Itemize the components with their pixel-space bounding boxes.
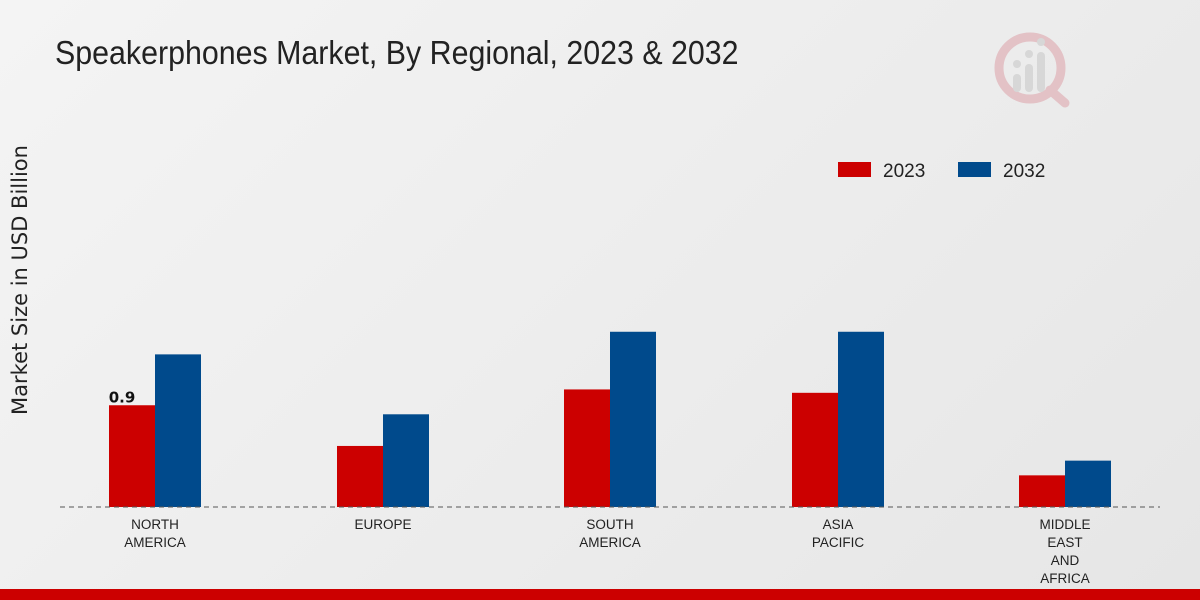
x-tick-label-4-0: MIDDLE xyxy=(1039,517,1090,532)
x-tick-label-1-0: EUROPE xyxy=(354,517,411,532)
bar-2032-1 xyxy=(383,414,429,507)
x-tick-label-4-3: AFRICA xyxy=(1040,571,1090,586)
chart-title: Speakerphones Market, By Regional, 2023 … xyxy=(55,34,739,71)
bar-2023-1 xyxy=(337,445,383,507)
x-tick-label-4-1: EAST xyxy=(1047,535,1082,550)
x-tick-label-0-0: NORTH xyxy=(131,517,179,532)
accent-bottom-bar xyxy=(0,589,1200,600)
x-tick-label-3-1: PACIFIC xyxy=(812,535,865,550)
y-axis-label: Market Size in USD Billion xyxy=(8,145,32,415)
bar-2032-2 xyxy=(610,331,656,507)
x-tick-label-2-1: AMERICA xyxy=(579,535,641,550)
bar-2023-4 xyxy=(1019,475,1065,507)
x-tick-label-4-2: AND xyxy=(1051,553,1080,568)
brand-logo-icon xyxy=(994,32,1070,108)
legend-label-2032: 2032 xyxy=(1003,161,1045,182)
bar-2032-0 xyxy=(155,354,201,507)
legend-swatch-2032 xyxy=(958,162,991,177)
bar-2032-3 xyxy=(838,331,884,507)
bar-2023-0 xyxy=(109,405,155,507)
x-tick-label-3-0: ASIA xyxy=(823,517,854,532)
x-tick-label-2-0: SOUTH xyxy=(586,517,633,532)
bar-2023-3 xyxy=(792,392,838,507)
x-tick-label-0-1: AMERICA xyxy=(124,535,186,550)
legend-label-2023: 2023 xyxy=(883,161,925,182)
data-label-0: 0.9 xyxy=(109,388,136,406)
bar-2032-4 xyxy=(1065,460,1111,507)
legend-swatch-2023 xyxy=(838,162,871,177)
bar-2023-2 xyxy=(564,389,610,507)
